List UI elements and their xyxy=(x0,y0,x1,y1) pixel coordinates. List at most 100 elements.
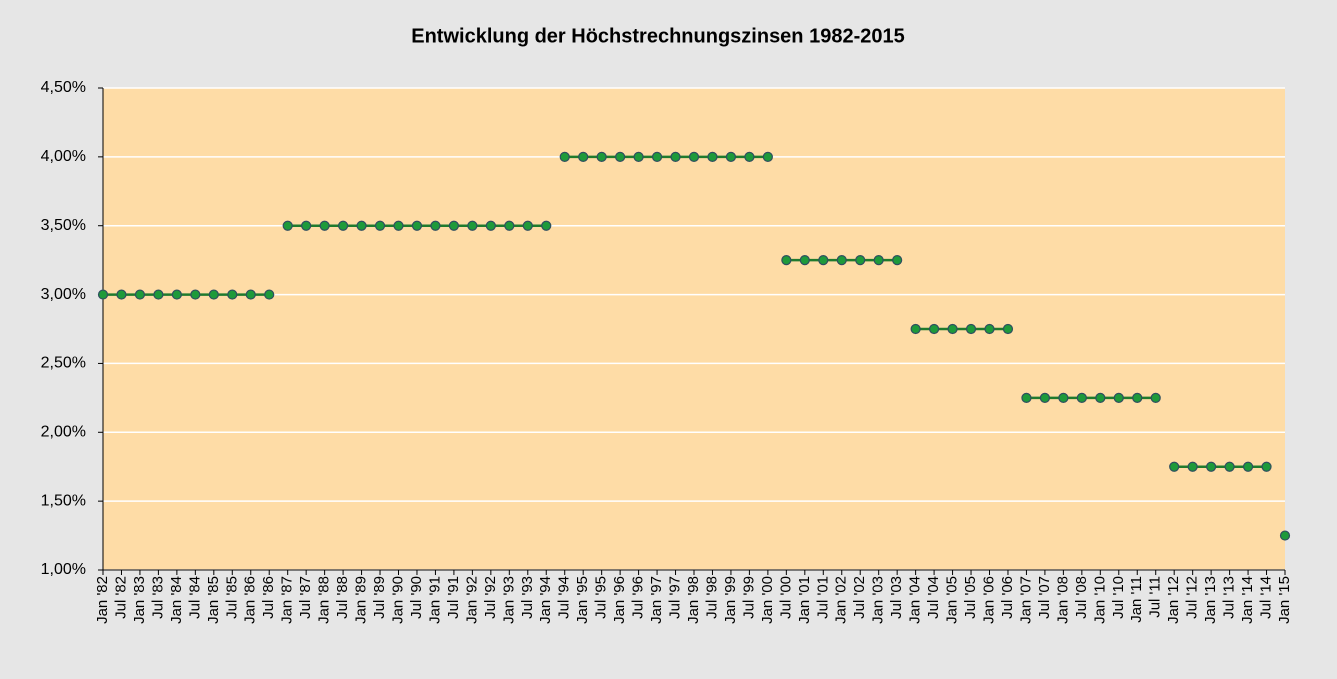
x-tick-label: Jul '90 xyxy=(408,576,425,619)
x-tick-label: Jul '04 xyxy=(925,576,942,619)
x-tick-label: Jan '90 xyxy=(389,576,406,624)
x-tick-label: Jan '95 xyxy=(574,576,591,624)
x-tick-label: Jan '07 xyxy=(1017,576,1034,624)
marker xyxy=(190,289,201,300)
marker xyxy=(762,151,773,162)
marker xyxy=(892,255,903,266)
marker xyxy=(984,323,995,335)
marker xyxy=(1169,461,1180,472)
marker xyxy=(467,220,478,231)
marker xyxy=(1113,392,1124,403)
x-tick-label: Jul '95 xyxy=(593,576,610,619)
marker xyxy=(541,220,552,231)
x-tick-label: Jul '93 xyxy=(519,576,536,619)
marker xyxy=(947,323,958,335)
x-tick-label: Jan '97 xyxy=(648,576,665,624)
x-tick-label: Jan '14 xyxy=(1239,576,1256,624)
x-tick-label: Jan '00 xyxy=(759,576,776,624)
x-tick-label: Jan '02 xyxy=(833,576,850,624)
marker xyxy=(171,289,182,300)
marker xyxy=(301,220,312,231)
marker xyxy=(1058,392,1069,403)
x-tick-label: Jan '87 xyxy=(279,576,296,624)
marker xyxy=(319,220,330,231)
plot-area xyxy=(103,88,1285,570)
y-tick-label: 1,00% xyxy=(41,561,86,578)
marker xyxy=(448,220,460,231)
marker xyxy=(522,220,533,231)
y-tick-label: 3,00% xyxy=(41,286,86,303)
y-tick-label: 2,50% xyxy=(41,355,86,372)
x-tick-label: Jul '10 xyxy=(1110,576,1127,619)
x-tick-label: Jul '83 xyxy=(149,576,166,619)
marker xyxy=(651,151,663,162)
x-tick-label: Jan '94 xyxy=(537,576,554,624)
x-tick-label: Jan '92 xyxy=(463,576,480,624)
x-tick-label: Jul '87 xyxy=(297,576,314,619)
marker xyxy=(1206,461,1217,472)
marker xyxy=(485,220,496,231)
x-tick-label: Jul '07 xyxy=(1036,576,1053,619)
marker xyxy=(615,151,626,162)
marker xyxy=(688,151,700,162)
marker xyxy=(1279,530,1291,541)
x-tick-label: Jul '92 xyxy=(482,576,499,619)
x-tick-label: Jul '01 xyxy=(814,576,831,619)
x-tick-label: Jul '08 xyxy=(1073,576,1090,619)
marker xyxy=(116,289,127,300)
x-tick-label: Jan '06 xyxy=(980,576,997,624)
x-tick-label: Jan '98 xyxy=(685,576,702,624)
x-tick-label: Jan '99 xyxy=(722,576,739,624)
marker xyxy=(374,220,386,231)
x-tick-label: Jul '97 xyxy=(667,576,684,619)
marker xyxy=(928,323,940,335)
marker xyxy=(153,289,164,300)
x-tick-label: Jan '10 xyxy=(1091,576,1108,624)
marker xyxy=(282,220,293,231)
marker xyxy=(1076,392,1087,403)
x-tick-label: Jan '93 xyxy=(500,576,517,624)
marker xyxy=(578,151,589,162)
x-tick-label: Jan '15 xyxy=(1276,576,1293,624)
x-tick-label: Jan '82 xyxy=(94,576,111,624)
x-tick-label: Jul '84 xyxy=(186,576,203,619)
x-tick-label: Jul '11 xyxy=(1147,576,1164,618)
marker xyxy=(1002,323,1014,335)
x-tick-label: Jul '12 xyxy=(1184,576,1201,619)
x-tick-label: Jan '84 xyxy=(168,576,185,624)
marker xyxy=(910,323,921,335)
marker xyxy=(818,255,829,266)
x-tick-label: Jan '12 xyxy=(1165,576,1182,624)
marker xyxy=(559,151,570,162)
marker xyxy=(134,289,146,300)
x-tick-label: Jul '06 xyxy=(999,576,1016,619)
x-tick-label: Jul '13 xyxy=(1221,576,1238,619)
x-tick-label: Jan '11 xyxy=(1128,576,1145,623)
marker xyxy=(356,220,367,231)
x-tick-label: Jul '86 xyxy=(260,576,277,619)
x-tick-label: Jan '08 xyxy=(1054,576,1071,624)
marker xyxy=(245,289,256,300)
x-tick-label: Jul '00 xyxy=(777,576,794,619)
marker xyxy=(707,151,718,162)
marker xyxy=(836,255,847,266)
marker xyxy=(1021,392,1032,403)
x-tick-label: Jul '96 xyxy=(630,576,647,619)
x-tick-label: Jul '14 xyxy=(1258,576,1275,619)
marker xyxy=(1242,461,1254,472)
x-tick-label: Jul '94 xyxy=(556,576,573,619)
x-tick-label: Jul '98 xyxy=(703,576,720,619)
y-tick-label: 2,00% xyxy=(41,424,86,441)
marker xyxy=(670,151,681,162)
x-tick-label: Jul '91 xyxy=(445,576,462,619)
marker xyxy=(873,255,884,266)
x-tick-label: Jan '88 xyxy=(316,576,333,624)
x-tick-label: Jan '03 xyxy=(870,576,887,624)
marker xyxy=(411,220,423,231)
marker xyxy=(97,289,109,300)
x-tick-label: Jan '04 xyxy=(907,576,924,624)
x-tick-label: Jan '86 xyxy=(242,576,259,624)
x-tick-label: Jan '13 xyxy=(1202,576,1219,624)
x-tick-label: Jul '02 xyxy=(851,576,868,619)
